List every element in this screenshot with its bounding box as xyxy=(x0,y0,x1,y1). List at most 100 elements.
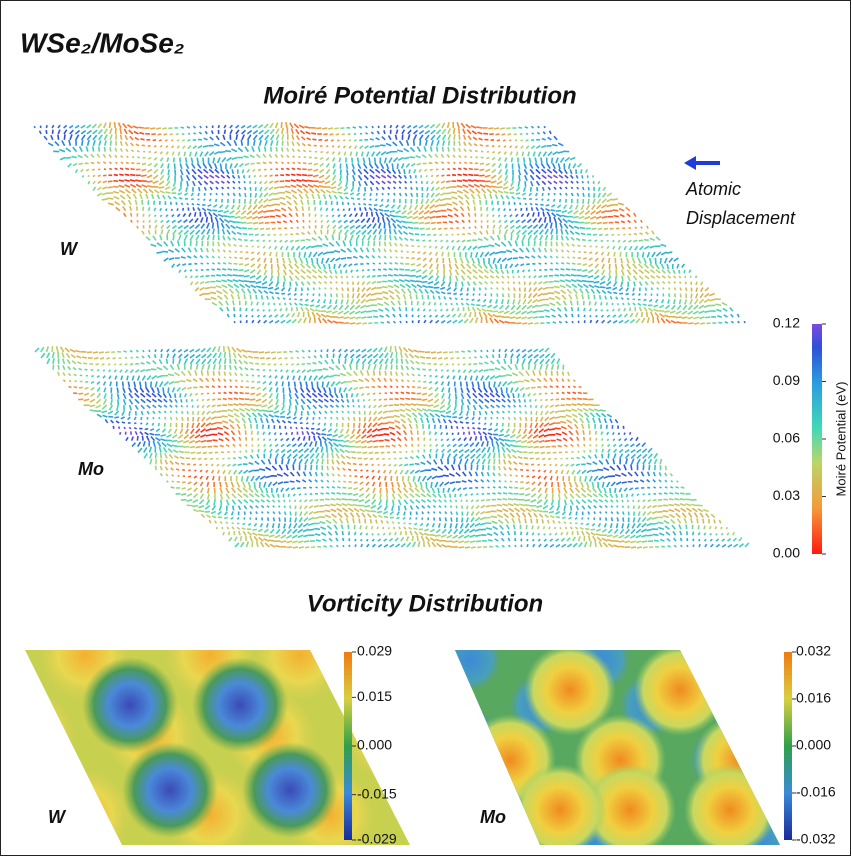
displacement-arrow xyxy=(440,364,443,365)
displacement-arrow xyxy=(317,429,321,430)
displacement-arrow xyxy=(227,452,230,453)
displacement-arrow xyxy=(480,163,484,164)
displacement-arrow xyxy=(435,439,436,441)
displacement-arrow xyxy=(218,211,223,212)
displacement-arrow xyxy=(542,139,546,140)
displacement-arrow xyxy=(296,234,299,235)
displacement-arrow xyxy=(131,220,132,223)
displacement-arrow xyxy=(581,169,582,173)
displacement-arrow xyxy=(177,476,179,477)
displacement-arrow xyxy=(220,445,224,446)
displacement-arrow xyxy=(492,441,493,447)
displacement-arrow xyxy=(302,357,304,358)
displacement-arrow xyxy=(210,292,216,293)
displacement-arrow xyxy=(399,452,401,453)
displacement-arrow xyxy=(504,440,510,441)
displacement-arrow xyxy=(46,125,47,128)
displacement-arrow xyxy=(421,363,425,364)
displacement-arrow xyxy=(438,228,442,229)
displacement-arrow xyxy=(394,410,400,411)
displacement-arrow xyxy=(334,128,338,129)
displacement-arrow xyxy=(83,363,87,364)
displacement-arrow xyxy=(519,399,520,402)
displacement-arrow xyxy=(503,417,504,419)
displacement-arrow xyxy=(430,449,431,453)
displacement-arrow xyxy=(506,264,507,269)
displacement-arrow xyxy=(123,351,126,352)
displacement-arrow xyxy=(476,127,482,128)
displacement-arrow xyxy=(604,228,608,229)
displacement-arrow xyxy=(180,381,185,382)
displacement-arrow xyxy=(270,175,273,176)
displacement-arrow xyxy=(263,439,264,441)
displacement-arrow xyxy=(198,199,200,200)
displacement-arrow xyxy=(229,392,232,393)
displacement-arrow xyxy=(174,382,180,383)
displacement-arrow xyxy=(613,293,617,294)
displacement-arrow xyxy=(353,293,354,298)
displacement-arrow xyxy=(391,365,392,370)
displacement-arrow xyxy=(341,276,342,279)
displacement-arrow xyxy=(233,187,234,189)
displacement-arrow xyxy=(370,199,372,200)
displacement-arrow xyxy=(394,269,398,270)
displacement-arrow xyxy=(344,193,348,194)
displacement-arrow xyxy=(199,187,200,191)
displacement-arrow xyxy=(691,293,692,298)
displacement-arrow xyxy=(540,399,542,401)
displacement-arrow xyxy=(384,434,390,435)
displacement-arrow xyxy=(375,146,380,147)
displacement-arrow xyxy=(544,276,548,277)
displacement-arrow xyxy=(321,152,323,153)
displacement-arrow xyxy=(400,321,401,323)
displacement-arrow xyxy=(385,440,390,441)
displacement-arrow xyxy=(367,212,368,217)
displacement-arrow xyxy=(195,212,196,216)
displacement-arrow xyxy=(427,187,428,191)
displacement-arrow xyxy=(607,211,613,212)
displacement-arrow xyxy=(244,276,250,277)
displacement-arrow xyxy=(334,264,335,269)
displacement-arrow xyxy=(224,386,226,387)
displacement-arrow xyxy=(571,404,576,405)
displacement-arrow xyxy=(182,140,184,141)
displacement-arrow xyxy=(212,263,214,264)
displacement-arrow xyxy=(353,464,357,465)
displacement-arrow xyxy=(582,181,583,183)
displacement-arrow xyxy=(451,192,457,193)
displacement-arrow xyxy=(390,229,391,235)
displacement-arrow xyxy=(135,180,141,181)
displacement-arrow xyxy=(585,223,591,224)
displacement-arrow xyxy=(311,465,312,470)
displacement-arrow xyxy=(399,269,404,270)
displacement-arrow xyxy=(399,275,404,276)
displacement-arrow xyxy=(313,288,314,290)
displacement-arrow xyxy=(187,423,188,428)
displacement-arrow xyxy=(373,393,376,394)
displacement-arrow xyxy=(396,257,398,258)
displacement-arrow xyxy=(679,299,680,304)
displacement-arrow xyxy=(441,240,443,241)
displacement-arrow xyxy=(422,399,427,400)
displacement-arrow xyxy=(475,436,476,440)
displacement-arrow xyxy=(253,223,258,224)
displacement-arrow xyxy=(244,404,250,405)
displacement-arrow xyxy=(257,246,259,247)
displacement-arrow xyxy=(376,288,382,289)
displacement-arrow xyxy=(250,240,253,241)
displacement-arrow xyxy=(572,314,573,317)
displacement-arrow xyxy=(499,435,504,436)
displacement-arrow xyxy=(369,158,370,164)
displacement-arrow xyxy=(669,293,670,296)
displacement-arrow xyxy=(129,411,130,416)
displacement-arrow xyxy=(467,240,471,241)
displacement-arrow xyxy=(544,464,546,465)
displacement-arrow xyxy=(296,351,299,352)
displacement-arrow xyxy=(310,305,314,306)
displacement-arrow xyxy=(91,162,95,163)
displacement-arrow xyxy=(213,223,214,229)
displacement-arrow xyxy=(550,399,553,400)
displacement-arrow xyxy=(296,405,297,410)
displacement-arrow xyxy=(245,301,246,305)
displacement-arrow xyxy=(443,147,444,152)
